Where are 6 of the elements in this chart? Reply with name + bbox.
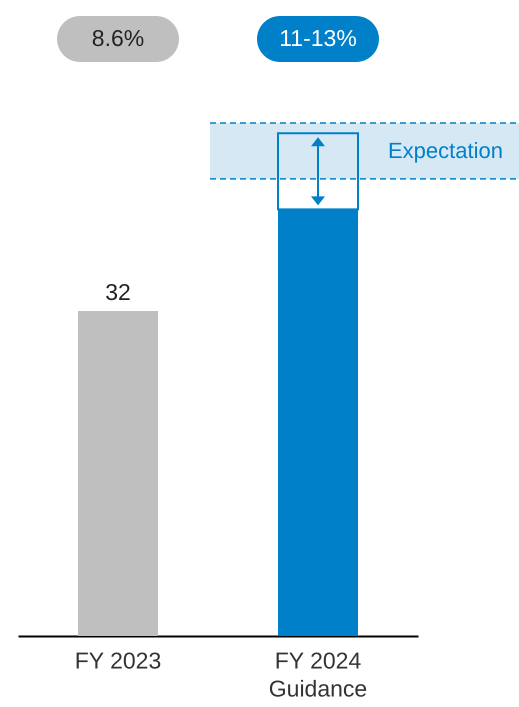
x-tick-label: FY 2024 Guidance — [268, 648, 368, 702]
x-tick-label: FY 2023 — [74, 648, 162, 674]
data-label: 32 — [105, 278, 131, 305]
band-label: Expectation — [388, 138, 503, 163]
text: 8.6% — [92, 25, 144, 51]
text: 11-13% — [279, 25, 357, 51]
